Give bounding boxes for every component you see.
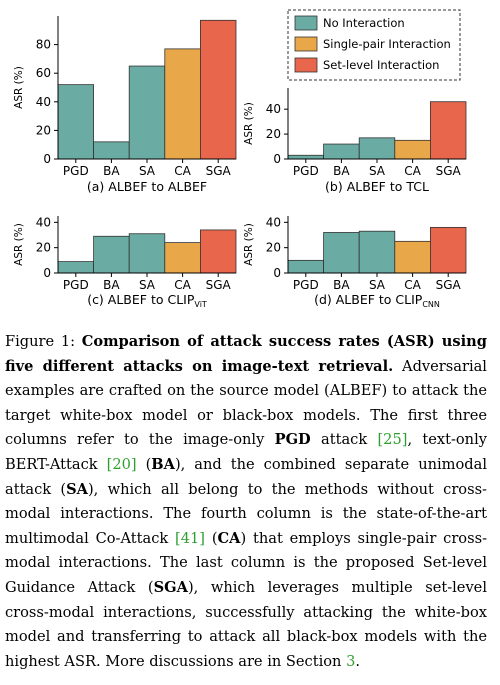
x-tick-label: PGD <box>63 278 89 292</box>
caption-sga: SGA <box>153 578 188 596</box>
citation-section[interactable]: 3 <box>346 652 356 670</box>
x-tick-label: SA <box>369 278 386 292</box>
bar-pgd <box>287 259 324 274</box>
caption-text-9: ), which leverages multiple set-level cr… <box>5 578 487 670</box>
y-tick-label: 40 <box>36 95 51 109</box>
chart-a-albef-to-albef: 0 20 40 60 80 PGD BA SA CA SGA ASR (%) (a) ALBEF to… <box>13 16 237 194</box>
x-tick-label: SGA <box>436 164 462 178</box>
chart-title: (b) ALBEF to TCL <box>325 179 429 194</box>
caption-text-2: attack <box>310 431 378 449</box>
y-tick-label: 0 <box>43 152 51 166</box>
figure-caption: Figure 1: Comparison of attack success r… <box>5 330 487 674</box>
x-tick-label: BA <box>103 278 120 292</box>
bar-ca <box>394 139 431 160</box>
y-axis-label: ASR (%) <box>243 223 255 266</box>
x-tick-label: PGD <box>293 164 319 178</box>
y-axis-label: ASR (%) <box>13 223 25 266</box>
bar-sa <box>358 137 396 160</box>
y-tick-label: 40 <box>266 215 281 229</box>
x-tick-label: SA <box>369 164 386 178</box>
chart-b-albef-to-tcl: 0 20 40 PGD BA SA CA SGA ASR (%) (b) ALBEF to TCL <box>243 88 467 194</box>
bar-ba <box>323 232 360 274</box>
citation-pgd[interactable]: [25] <box>377 431 408 449</box>
bar-pgd <box>57 84 94 160</box>
caption-ca: CA <box>217 529 241 547</box>
y-tick-label: 60 <box>36 66 51 80</box>
y-tick-label: 20 <box>36 123 51 137</box>
y-axis-label: ASR (%) <box>13 66 25 109</box>
bar-sga <box>199 229 237 274</box>
legend: No Interaction Single-pair Interaction Set… <box>287 9 461 81</box>
x-tick-label: CA <box>404 278 421 292</box>
x-tick-label: BA <box>103 164 120 178</box>
y-tick-label: 40 <box>36 215 51 229</box>
bar-sga <box>429 101 467 160</box>
caption-sa: SA <box>66 480 88 498</box>
bar-sa <box>358 230 396 274</box>
bar-ca <box>394 240 431 274</box>
x-tick-label: PGD <box>293 278 319 292</box>
x-tick-label: SGA <box>206 278 232 292</box>
caption-text-1: Adversarial examples are crafted on the … <box>5 357 487 449</box>
caption-text-10: . <box>355 652 361 670</box>
chart-title-subscript: CNN <box>422 300 440 309</box>
x-tick-label: CA <box>174 278 191 292</box>
bar-ba <box>93 235 130 274</box>
chart-c-albef-to-clip-vit: 0 20 40 PGD BA SA CA SGA ASR (%) (c) ALBEF to CLI… <box>13 215 237 309</box>
bar-ca <box>164 48 201 160</box>
legend-swatch <box>294 36 318 52</box>
x-tick-label: BA <box>333 278 350 292</box>
bar-pgd <box>57 261 94 274</box>
chart-d-albef-to-clip-cnn: 0 20 40 PGD BA SA CA SGA ASR (%) (d) ALBEF to CLI… <box>243 215 467 309</box>
x-tick-label: CA <box>174 164 191 178</box>
y-axis-label: ASR (%) <box>243 102 255 145</box>
legend-label: Set-level Interaction <box>323 58 439 72</box>
caption-text-4: ( <box>136 455 152 473</box>
x-tick-label: SGA <box>206 164 232 178</box>
citation-bert-attack[interactable]: [20] <box>106 455 137 473</box>
caption-text-8: ) that employs single-pair cross-modal i… <box>5 529 487 596</box>
x-tick-label: CA <box>404 164 421 178</box>
x-tick-label: BA <box>333 164 350 178</box>
figure: 0 20 40 60 80 PGD BA SA CA SGA ASR (%) (a) ALBEF to… <box>13 9 467 309</box>
y-tick-label: 20 <box>266 241 281 255</box>
bar-sa <box>128 233 166 274</box>
caption-text-3: , text-only BERT-Attack <box>5 431 487 473</box>
caption-label: Figure 1: <box>5 333 82 350</box>
caption-ba: BA <box>151 455 175 473</box>
y-tick-label: 20 <box>266 127 281 141</box>
y-tick-label: 40 <box>266 102 281 116</box>
bar-sga <box>199 19 237 160</box>
citation-co-attack[interactable]: [41] <box>175 529 206 547</box>
legend-swatch <box>294 15 318 31</box>
x-tick-label: SA <box>139 164 156 178</box>
bar-sga <box>429 226 467 274</box>
y-tick-label: 0 <box>43 266 51 280</box>
legend-label: Single-pair Interaction <box>323 37 451 51</box>
legend-swatch <box>294 57 318 73</box>
bar-ca <box>164 242 201 274</box>
chart-title-subscript: ViT <box>194 300 207 309</box>
chart-title: (d) ALBEF to CLIPCNN <box>314 292 440 309</box>
y-tick-label: 80 <box>36 38 51 52</box>
bar-sa <box>128 65 166 160</box>
bar-pgd <box>287 154 324 160</box>
x-tick-label: SGA <box>436 278 462 292</box>
legend-label: No Interaction <box>323 16 405 30</box>
caption-pgd: PGD <box>274 431 311 449</box>
y-tick-label: 0 <box>273 266 281 280</box>
caption-text-6: ), which all belong to the methods witho… <box>5 480 487 547</box>
chart-title: (c) ALBEF to CLIPViT <box>87 292 207 309</box>
y-tick-label: 20 <box>36 241 51 255</box>
x-tick-label: SA <box>139 278 156 292</box>
bar-ba <box>323 143 360 160</box>
x-tick-label: PGD <box>63 164 89 178</box>
y-tick-label: 0 <box>273 152 281 166</box>
caption-text-5: ), and the combined separate unimodal at… <box>5 455 487 498</box>
chart-title: (a) ALBEF to ALBEF <box>87 179 207 194</box>
caption-bold-title: Comparison of attack success rates (ASR)… <box>5 333 487 375</box>
bar-ba <box>93 141 130 160</box>
caption-text-7: ( <box>205 529 218 547</box>
